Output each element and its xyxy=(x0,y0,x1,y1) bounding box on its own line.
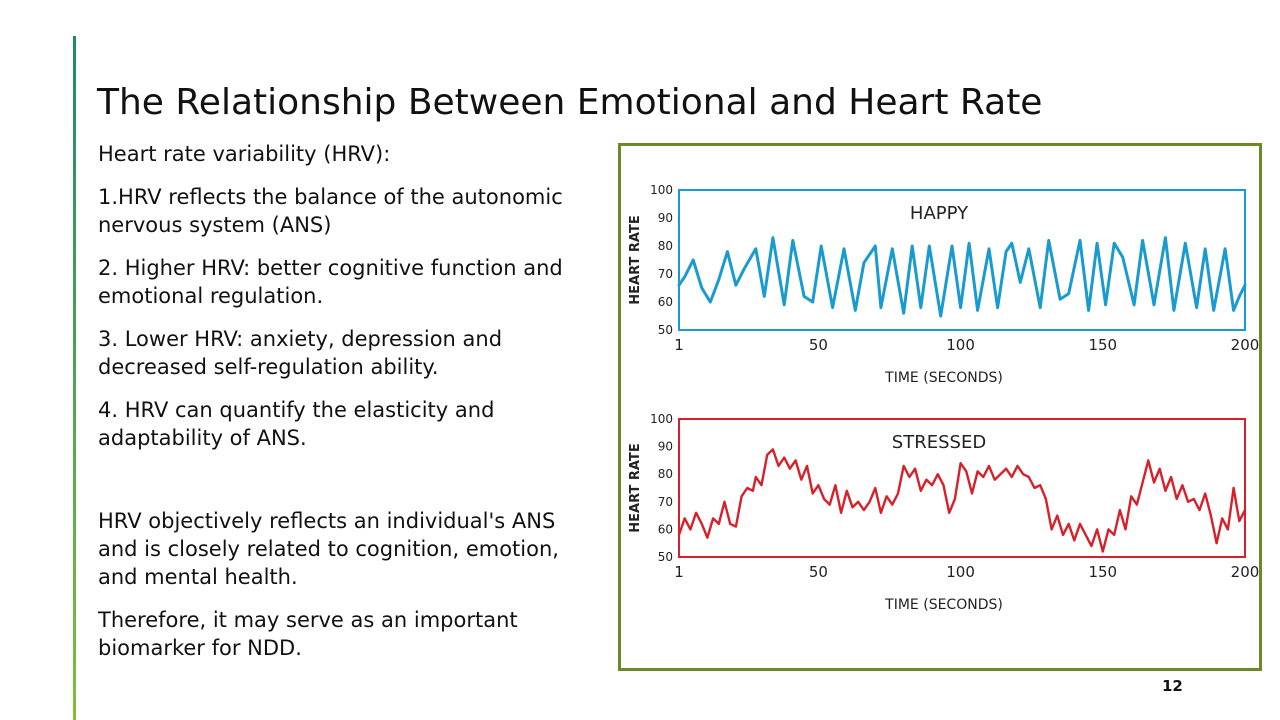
stressed-ytick-label: 60 xyxy=(658,522,673,536)
stressed-xtick-label: 100 xyxy=(946,563,975,581)
happy-xtick-label: 100 xyxy=(946,336,975,354)
stressed-chart-title: STRESSED xyxy=(892,432,986,453)
stressed-ytick-label: 70 xyxy=(658,495,673,509)
happy-y-axis-label: HEART RATE xyxy=(628,215,643,304)
summary-2: Therefore, it may serve as an important … xyxy=(98,608,518,660)
heart-rate-figure: HAPPY 100 90 80 70 60 50 1 50 100 150 200 TIME (SECO… xyxy=(618,143,1262,671)
happy-xtick-label: 50 xyxy=(809,336,828,354)
hrv-heading: Heart rate variability (HRV): xyxy=(98,142,391,166)
stressed-y-axis-label: HEART RATE xyxy=(628,443,643,532)
happy-chart-title: HAPPY xyxy=(910,203,969,224)
spacer xyxy=(98,467,598,507)
happy-xtick-label: 150 xyxy=(1088,336,1117,354)
summary-1: HRV objectively reflects an individual's… xyxy=(98,509,559,589)
slide-title: The Relationship Between Emotional and H… xyxy=(97,82,1043,123)
stressed-plot-frame xyxy=(678,418,1246,558)
happy-ytick-label: 90 xyxy=(658,211,673,225)
happy-xtick-label: 1 xyxy=(674,336,684,354)
point-1: 1.HRV reflects the balance of the autono… xyxy=(98,185,563,237)
happy-ytick-label: 80 xyxy=(658,239,673,253)
stressed-xtick-label: 1 xyxy=(674,563,684,581)
happy-plot-frame xyxy=(678,189,1246,331)
happy-xtick-label: 200 xyxy=(1231,336,1259,354)
happy-ytick-label: 60 xyxy=(658,295,673,309)
accent-bar xyxy=(73,36,76,720)
stressed-ytick-label: 50 xyxy=(658,550,673,564)
page-number: 12 xyxy=(1162,677,1183,695)
happy-x-axis-label: TIME (SECONDS) xyxy=(884,370,1003,386)
stressed-xtick-label: 150 xyxy=(1088,563,1117,581)
stressed-ytick-label: 80 xyxy=(658,467,673,481)
happy-heart-rate-line xyxy=(677,236,1247,318)
stressed-xtick-label: 50 xyxy=(809,563,828,581)
happy-ytick-label: 50 xyxy=(658,323,673,337)
happy-ytick-label: 100 xyxy=(650,183,673,197)
point-4: 4. HRV can quantify the elasticity and a… xyxy=(98,398,495,450)
point-3: 3. Lower HRV: anxiety, depression and de… xyxy=(98,327,503,379)
stressed-ytick-label: 100 xyxy=(650,412,673,426)
stressed-xtick-label: 200 xyxy=(1231,563,1259,581)
happy-ytick-label: 70 xyxy=(658,267,673,281)
body-text: Heart rate variability (HRV): 1.HRV refl… xyxy=(98,140,598,677)
stressed-ytick-label: 90 xyxy=(658,440,673,454)
stressed-heart-rate-line xyxy=(677,448,1247,553)
point-2: 2. Higher HRV: better cognitive function… xyxy=(98,256,563,308)
stressed-x-axis-label: TIME (SECONDS) xyxy=(884,597,1003,613)
